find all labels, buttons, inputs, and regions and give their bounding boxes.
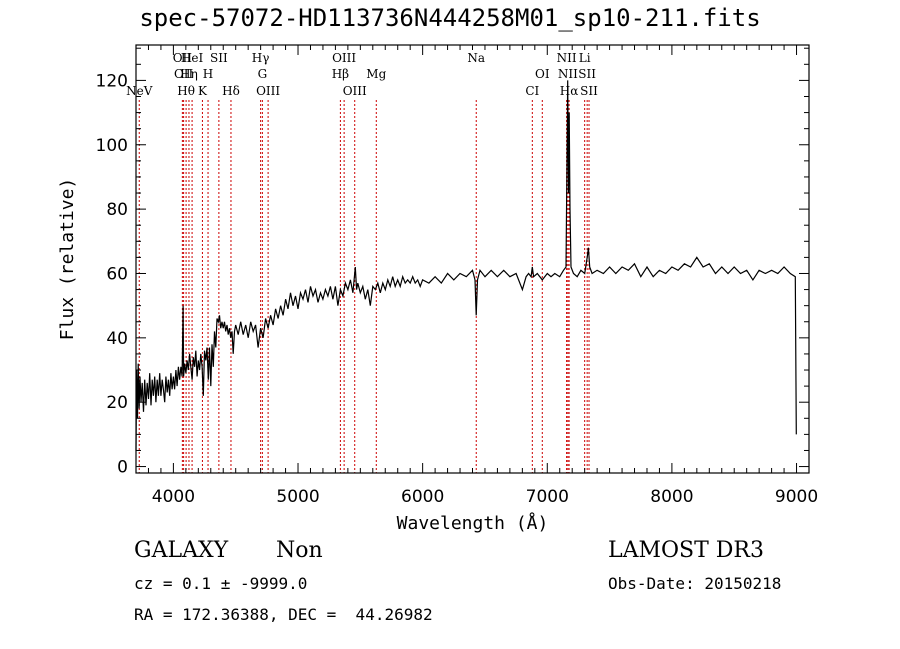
line-marker-label: SII (580, 84, 598, 98)
x-tick-label: 6000 (401, 487, 444, 507)
line-marker-label: CI (525, 84, 539, 98)
line-marker-label: OIII (343, 84, 367, 98)
line-marker-label: HeI (181, 51, 204, 65)
y-axis-label: Flux (relative) (57, 178, 78, 341)
line-marker-label: H (203, 67, 213, 81)
y-tick-label: 0 (117, 458, 128, 478)
x-tick-label: 5000 (276, 487, 319, 507)
line-marker-label: Hδ (222, 84, 240, 98)
line-markers: NeV OII OII Hθ Hη HeI KH SII Hδ Hγ G OIII Hβ OIII OIII… (126, 51, 598, 473)
line-marker-label: NII (558, 67, 578, 81)
line-marker-label: OII (174, 67, 194, 81)
ra-dec: RA = 172.36388, DEC = 44.26982 (134, 605, 433, 624)
x-tick-label: 7000 (526, 487, 569, 507)
line-marker-label: NeV (126, 84, 153, 98)
line-marker-label: OII (173, 51, 193, 65)
chart-title: spec-57072-HD113736N444258M01_sp10-211.f… (139, 4, 761, 32)
line-marker-label: Li (579, 51, 591, 65)
line-marker-label: Hγ (252, 51, 270, 65)
y-tick-label: 60 (106, 264, 128, 284)
redshift-cz: cz = 0.1 ± -9999.0 (134, 574, 308, 593)
x-tick-label: 8000 (650, 487, 693, 507)
y-tick-label: 120 (96, 71, 128, 91)
y-tick-label: 20 (106, 393, 128, 413)
line-marker-label: Hη (180, 67, 198, 81)
line-marker-label: Hθ (177, 84, 195, 98)
obs-date: Obs-Date: 20150218 (608, 574, 782, 593)
line-marker-label: SII (578, 67, 596, 81)
y-tick-label: 80 (106, 200, 128, 220)
x-tick-label: 9000 (775, 487, 818, 507)
plot-frame (135, 44, 810, 474)
survey-name: LAMOST DR3 (608, 538, 764, 563)
line-marker-label: NII (557, 51, 577, 65)
spectrum-series (135, 80, 797, 451)
y-tick-label: 100 (96, 136, 128, 156)
x-axis-label: Wavelength (Å) (397, 512, 549, 534)
line-marker-label: OI (535, 67, 550, 81)
line-marker-label: G (258, 67, 268, 81)
line-marker-label: SII (210, 51, 228, 65)
line-marker-label: Hβ (332, 67, 349, 81)
axes: 4000 5000 6000 7000 8000 9000 0 20 40 60 80 100 120 (96, 45, 818, 507)
line-marker-label: Na (467, 51, 485, 65)
object-subclass: Non (276, 538, 323, 563)
line-marker-label: Mg (366, 67, 386, 81)
line-marker-label: K (198, 84, 208, 98)
line-marker-label: Hα (560, 84, 579, 98)
y-tick-label: 40 (106, 329, 128, 349)
line-marker-label: OIII (256, 84, 280, 98)
x-tick-label: 4000 (152, 487, 195, 507)
object-class: GALAXY (134, 538, 229, 563)
line-marker-label: OIII (332, 51, 356, 65)
